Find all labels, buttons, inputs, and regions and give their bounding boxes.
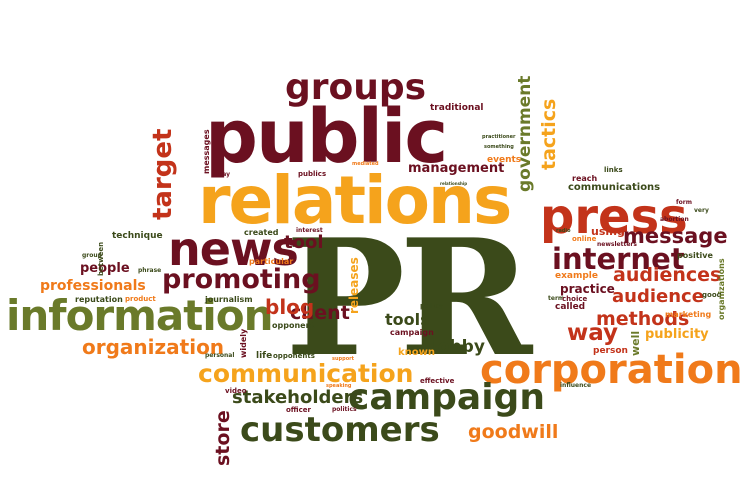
word-positive: positive bbox=[677, 251, 713, 260]
word-using: using bbox=[591, 225, 625, 238]
word-public: public bbox=[205, 94, 448, 180]
word-between: between bbox=[97, 241, 105, 276]
word-form: form bbox=[676, 199, 692, 206]
word-publics: publics bbox=[298, 170, 327, 178]
word-good: good bbox=[702, 291, 722, 299]
word-groups: groups bbox=[285, 67, 427, 108]
word-day: day bbox=[218, 171, 231, 178]
word-campaign: campaign bbox=[348, 377, 545, 418]
word-officer: officer bbox=[286, 406, 311, 414]
word-personal: personal bbox=[205, 352, 235, 359]
word-message: message bbox=[623, 224, 728, 248]
word-management: management bbox=[408, 161, 505, 176]
word-known: known bbox=[398, 347, 435, 358]
word-releases: releases bbox=[347, 257, 361, 314]
word-created: created bbox=[244, 228, 279, 237]
word-life: life bbox=[256, 351, 273, 361]
word-very: very bbox=[694, 207, 709, 214]
word-communications: communications bbox=[568, 182, 661, 193]
word-technique: technique bbox=[112, 231, 163, 241]
word-news: news bbox=[168, 222, 299, 276]
word-publicity: publicity bbox=[645, 327, 709, 342]
word-methods: methods bbox=[596, 308, 690, 330]
word-something: something bbox=[484, 144, 514, 150]
word-government: government bbox=[515, 75, 535, 192]
word-relations: relations bbox=[198, 162, 512, 239]
word-organization: organization bbox=[82, 335, 225, 359]
word-target: target bbox=[148, 128, 178, 220]
word-journalism: journalism bbox=[205, 295, 253, 304]
word-people: people bbox=[80, 261, 130, 276]
word-information: information bbox=[6, 291, 273, 340]
word-way: way bbox=[567, 320, 619, 346]
word-organizations: organizations bbox=[717, 258, 726, 320]
word-internet: internet bbox=[552, 242, 685, 276]
word-mediated: mediated bbox=[352, 161, 379, 167]
word-communication: communication bbox=[198, 359, 414, 388]
word-well: well bbox=[629, 330, 642, 356]
word-tool: tool bbox=[284, 232, 324, 253]
word-online: online bbox=[572, 235, 597, 243]
word-promoting: promoting bbox=[162, 264, 321, 295]
word-professionals: professionals bbox=[40, 278, 146, 294]
word-relationship: relationship bbox=[440, 181, 468, 186]
word-group: group bbox=[82, 252, 102, 259]
word-choice: choice bbox=[562, 295, 588, 303]
word-opponent: opponent bbox=[272, 321, 316, 330]
word-events: events bbox=[487, 155, 522, 165]
word-goodwill: goodwill bbox=[468, 421, 559, 443]
word-newsletters: newsletters bbox=[597, 241, 637, 248]
word-widely: widely bbox=[239, 328, 248, 358]
word-radio: radio bbox=[556, 228, 571, 234]
word-called: called bbox=[555, 302, 586, 312]
word-store: store bbox=[212, 410, 234, 466]
word-practitioner: practitioner bbox=[482, 134, 516, 140]
word-client: client bbox=[290, 302, 350, 324]
word-practice: practice bbox=[560, 282, 615, 296]
word-lobby: lobby bbox=[432, 337, 485, 357]
word-links: links bbox=[604, 166, 623, 174]
word-corporation: corporation bbox=[480, 347, 743, 393]
word-messages: messages bbox=[202, 129, 211, 174]
word-video: video bbox=[225, 387, 247, 395]
word-person: person bbox=[593, 346, 628, 356]
word-customers: customers bbox=[240, 410, 440, 450]
word-reputation: reputation bbox=[75, 295, 123, 304]
word-support: support bbox=[332, 356, 354, 362]
word-product: product bbox=[125, 295, 156, 303]
word-stakeholders: stakeholders bbox=[232, 387, 364, 408]
word-campaign-small: campaign bbox=[390, 328, 434, 337]
word-effective: effective bbox=[420, 377, 455, 385]
word-blog: blog bbox=[265, 295, 315, 319]
word-press: press bbox=[540, 189, 688, 245]
word-audiences: audiences bbox=[613, 264, 722, 286]
word-policy: policy bbox=[420, 302, 444, 310]
word-speaking: speaking bbox=[326, 383, 352, 389]
word-reach: reach bbox=[572, 174, 598, 183]
word-influence: influence bbox=[560, 382, 592, 389]
word-phrase: phrase bbox=[138, 267, 162, 274]
word-marketing: marketing bbox=[665, 310, 712, 319]
word-pr: PR bbox=[285, 204, 532, 392]
word-example: example bbox=[555, 271, 598, 281]
word-traditional: traditional bbox=[430, 103, 484, 113]
word-interest: interest bbox=[296, 227, 323, 234]
word-politics: politics bbox=[332, 406, 357, 413]
word-tools: tools bbox=[385, 310, 430, 329]
word-audience: audience bbox=[612, 286, 704, 307]
word-term: term bbox=[548, 295, 565, 302]
word-particular: particular bbox=[249, 257, 294, 266]
word-opponents: opponents bbox=[273, 352, 315, 360]
word-abortion: abortion bbox=[660, 216, 689, 223]
word-tactics: tactics bbox=[538, 98, 560, 170]
